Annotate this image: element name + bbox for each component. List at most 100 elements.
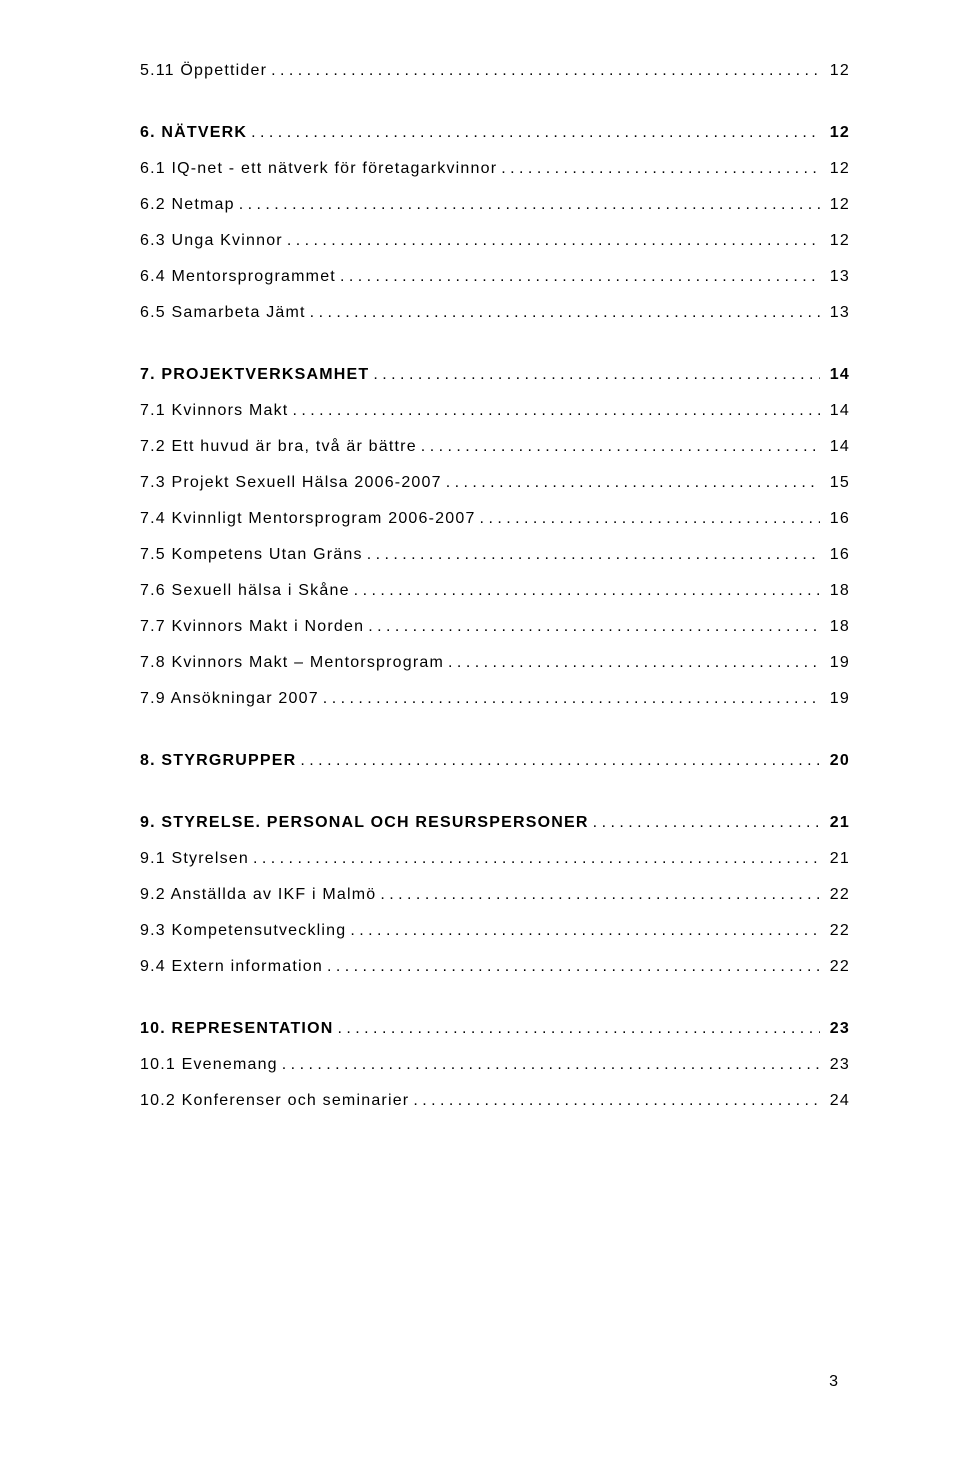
toc-entry-label: 9.4 Extern information xyxy=(140,958,323,976)
toc-entry-label: 6.5 Samarbeta Jämt xyxy=(140,304,306,322)
toc-entry-page: 22 xyxy=(824,886,850,904)
toc-leader-dots xyxy=(300,752,820,770)
toc-entry-page: 13 xyxy=(824,268,850,286)
toc-entry-page: 14 xyxy=(824,438,850,456)
toc-entry-label: 9.1 Styrelsen xyxy=(140,850,249,868)
toc-entry: 9.4 Extern information 22 xyxy=(140,958,850,976)
toc-leader-dots xyxy=(380,886,820,904)
toc-entry-label: 9. STYRELSE. PERSONAL OCH RESURSPERSONER xyxy=(140,814,589,832)
toc-entry: 7.6 Sexuell hälsa i Skåne 18 xyxy=(140,582,850,600)
toc-entry-label: 7.7 Kvinnors Makt i Norden xyxy=(140,618,364,636)
toc-leader-dots xyxy=(593,814,820,832)
toc-entry: 9.1 Styrelsen 21 xyxy=(140,850,850,868)
toc-entry-page: 16 xyxy=(824,546,850,564)
toc-entry-label: 10.2 Konferenser och seminarier xyxy=(140,1092,409,1110)
toc-entry-label: 7.9 Ansökningar 2007 xyxy=(140,690,319,708)
toc-entry: 7.3 Projekt Sexuell Hälsa 2006-2007 15 xyxy=(140,474,850,492)
page-number: 3 xyxy=(829,1373,838,1391)
toc-entry: 7.4 Kvinnligt Mentorsprogram 2006-2007 1… xyxy=(140,510,850,528)
toc-entry-page: 16 xyxy=(824,510,850,528)
toc-entry: 8. STYRGRUPPER 20 xyxy=(140,752,850,770)
toc-list: 5.11 Öppettider 126. NÄTVERK 126.1 IQ-ne… xyxy=(140,62,850,1110)
toc-entry-page: 15 xyxy=(824,474,850,492)
toc-entry-label: 7. PROJEKTVERKSAMHET xyxy=(140,366,369,384)
toc-entry: 7.8 Kvinnors Makt – Mentorsprogram 19 xyxy=(140,654,850,672)
toc-entry-page: 12 xyxy=(824,62,850,80)
toc-entry-label: 10. REPRESENTATION xyxy=(140,1020,333,1038)
toc-entry: 7. PROJEKTVERKSAMHET 14 xyxy=(140,366,850,384)
toc-entry-page: 22 xyxy=(824,958,850,976)
toc-entry-label: 9.3 Kompetensutveckling xyxy=(140,922,346,940)
toc-leader-dots xyxy=(413,1092,820,1110)
toc-leader-dots xyxy=(421,438,820,456)
toc-entry-page: 20 xyxy=(824,752,850,770)
toc-entry-label: 7.4 Kvinnligt Mentorsprogram 2006-2007 xyxy=(140,510,476,528)
toc-leader-dots xyxy=(282,1056,820,1074)
toc-leader-dots xyxy=(327,958,820,976)
toc-entry: 7.9 Ansökningar 2007 19 xyxy=(140,690,850,708)
toc-entry-label: 9.2 Anställda av IKF i Malmö xyxy=(140,886,376,904)
toc-entry-page: 14 xyxy=(824,366,850,384)
toc-leader-dots xyxy=(340,268,820,286)
toc-entry-page: 18 xyxy=(824,618,850,636)
toc-leader-dots xyxy=(310,304,820,322)
toc-entry-page: 19 xyxy=(824,654,850,672)
toc-leader-dots xyxy=(239,196,820,214)
toc-entry: 7.1 Kvinnors Makt 14 xyxy=(140,402,850,420)
toc-leader-dots xyxy=(354,582,820,600)
toc-entry-page: 23 xyxy=(824,1020,850,1038)
toc-entry-page: 19 xyxy=(824,690,850,708)
toc-entry-page: 21 xyxy=(824,814,850,832)
toc-entry-page: 14 xyxy=(824,402,850,420)
toc-entry: 10. REPRESENTATION 23 xyxy=(140,1020,850,1038)
toc-entry-label: 10.1 Evenemang xyxy=(140,1056,278,1074)
toc-leader-dots xyxy=(253,850,820,868)
toc-leader-dots xyxy=(448,654,820,672)
toc-entry-page: 12 xyxy=(824,196,850,214)
toc-entry-page: 18 xyxy=(824,582,850,600)
toc-entry: 6.4 Mentorsprogrammet 13 xyxy=(140,268,850,286)
toc-entry: 7.2 Ett huvud är bra, två är bättre 14 xyxy=(140,438,850,456)
toc-entry: 6.2 Netmap 12 xyxy=(140,196,850,214)
toc-entry: 6.3 Unga Kvinnor 12 xyxy=(140,232,850,250)
toc-entry: 10.1 Evenemang 23 xyxy=(140,1056,850,1074)
toc-leader-dots xyxy=(368,618,820,636)
toc-entry: 7.5 Kompetens Utan Gräns 16 xyxy=(140,546,850,564)
toc-entry-label: 7.5 Kompetens Utan Gräns xyxy=(140,546,363,564)
toc-entry-label: 8. STYRGRUPPER xyxy=(140,752,296,770)
toc-entry-label: 6.2 Netmap xyxy=(140,196,235,214)
toc-entry-label: 5.11 Öppettider xyxy=(140,62,267,80)
toc-leader-dots xyxy=(446,474,820,492)
toc-entry: 6.5 Samarbeta Jämt 13 xyxy=(140,304,850,322)
toc-leader-dots xyxy=(287,232,820,250)
toc-leader-dots xyxy=(373,366,820,384)
toc-entry-page: 12 xyxy=(824,160,850,178)
toc-page: 5.11 Öppettider 126. NÄTVERK 126.1 IQ-ne… xyxy=(0,0,960,1110)
toc-leader-dots xyxy=(323,690,820,708)
toc-leader-dots xyxy=(367,546,820,564)
toc-entry: 6. NÄTVERK 12 xyxy=(140,124,850,142)
toc-entry-label: 6.1 IQ-net - ett nätverk för företagarkv… xyxy=(140,160,497,178)
toc-leader-dots xyxy=(292,402,820,420)
toc-leader-dots xyxy=(271,62,820,80)
toc-entry-page: 13 xyxy=(824,304,850,322)
toc-entry-label: 7.3 Projekt Sexuell Hälsa 2006-2007 xyxy=(140,474,442,492)
toc-entry-page: 12 xyxy=(824,232,850,250)
toc-entry-label: 6.4 Mentorsprogrammet xyxy=(140,268,336,286)
toc-entry-page: 24 xyxy=(824,1092,850,1110)
toc-leader-dots xyxy=(480,510,821,528)
toc-leader-dots xyxy=(337,1020,820,1038)
toc-leader-dots xyxy=(251,124,820,142)
toc-entry-page: 22 xyxy=(824,922,850,940)
toc-entry: 9.3 Kompetensutveckling 22 xyxy=(140,922,850,940)
toc-entry-label: 7.1 Kvinnors Makt xyxy=(140,402,288,420)
toc-entry-page: 12 xyxy=(824,124,850,142)
toc-entry: 5.11 Öppettider 12 xyxy=(140,62,850,80)
toc-entry: 6.1 IQ-net - ett nätverk för företagarkv… xyxy=(140,160,850,178)
toc-entry-label: 6.3 Unga Kvinnor xyxy=(140,232,283,250)
toc-entry-page: 21 xyxy=(824,850,850,868)
toc-entry-label: 6. NÄTVERK xyxy=(140,124,247,142)
toc-entry: 9.2 Anställda av IKF i Malmö 22 xyxy=(140,886,850,904)
toc-entry-label: 7.2 Ett huvud är bra, två är bättre xyxy=(140,438,417,456)
toc-leader-dots xyxy=(350,922,820,940)
